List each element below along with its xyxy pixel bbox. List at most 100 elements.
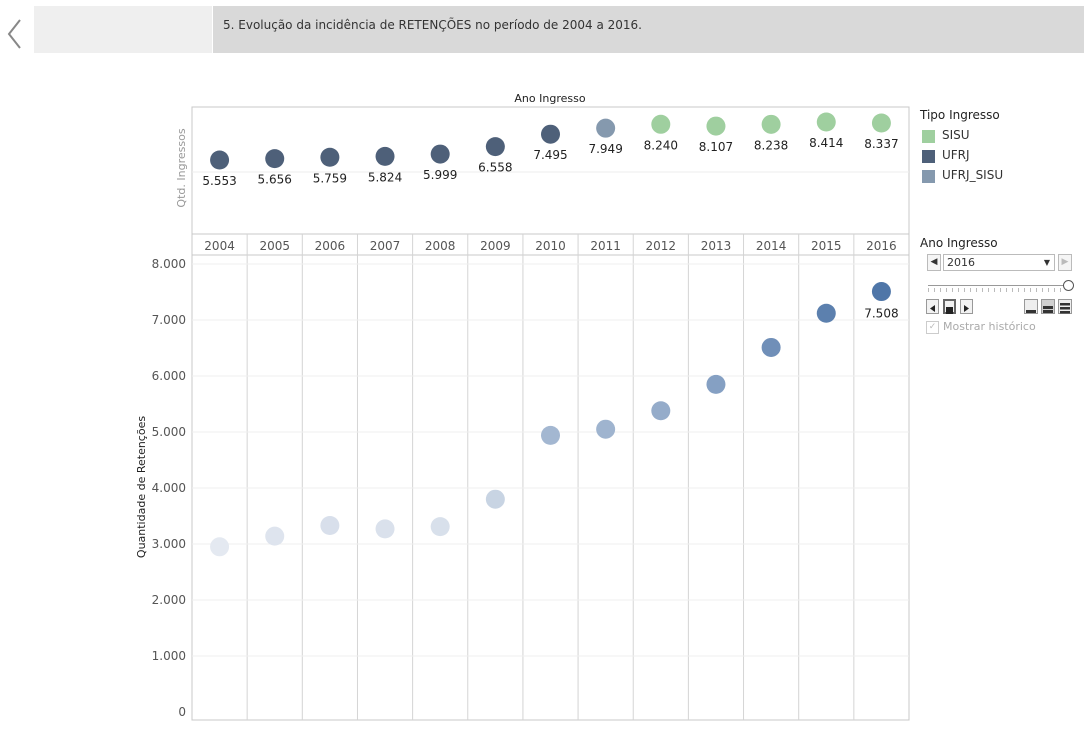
y-tick-label: 5.000 [152, 425, 186, 439]
back-arrow-icon[interactable] [0, 6, 30, 54]
y-tick-label: 0 [178, 705, 186, 719]
top-data-label: 8.238 [754, 138, 788, 152]
main-data-point [596, 419, 616, 439]
top-data-point [541, 124, 560, 144]
x-tick-label: 2004 [204, 239, 235, 253]
top-data-label: 5.824 [368, 170, 402, 184]
speed-fast-button[interactable] [1058, 299, 1072, 314]
speed-medium-button[interactable] [1041, 299, 1055, 314]
story-caption: 5. Evolução da incidência de RETENÇÕES n… [223, 18, 642, 32]
top-data-label: 8.337 [864, 137, 898, 151]
top-data-point [320, 147, 340, 167]
top-data-point [210, 150, 230, 170]
legend-label-ufrj: UFRJ [942, 148, 970, 162]
checkbox-check-icon: ✓ [926, 320, 939, 334]
x-tick-label: 2013 [701, 239, 732, 253]
y-tick-label: 6.000 [152, 369, 186, 383]
main-data-point [375, 519, 395, 539]
step-forward-button[interactable] [960, 299, 973, 314]
main-data-point [210, 537, 230, 557]
top-data-label: 8.107 [699, 140, 733, 154]
top-y-axis-label: Qtd. Ingressos [175, 128, 188, 207]
show-history-toggle[interactable]: ✓ Mostrar histórico [926, 320, 1036, 334]
speed-slow-button[interactable] [1024, 299, 1038, 314]
legend-title: Tipo Ingresso [920, 108, 1000, 122]
y-tick-label: 8.000 [152, 257, 186, 271]
top-data-label: 8.414 [809, 136, 843, 150]
main-data-point [706, 374, 726, 394]
speed-slow-icon [1026, 310, 1036, 313]
step-forward-icon [964, 305, 969, 312]
step-back-icon [930, 305, 935, 312]
main-data-point [320, 516, 340, 536]
previous-value-button[interactable]: ◀ [927, 254, 941, 271]
top-data-point [761, 114, 781, 134]
top-data-label: 7.949 [588, 142, 622, 156]
x-tick-label: 2016 [866, 239, 897, 253]
top-data-point [430, 144, 450, 164]
main-data-point [430, 517, 450, 537]
story-point-current[interactable]: 5. Evolução da incidência de RETENÇÕES n… [213, 6, 1084, 53]
top-data-point [651, 114, 671, 134]
main-data-label: 7.508 [864, 307, 898, 321]
speed-fast-icon [1060, 303, 1070, 314]
year-select-value: 2016 [947, 256, 975, 269]
show-history-label: Mostrar histórico [943, 320, 1036, 333]
chevron-down-icon: ▼ [1043, 258, 1050, 267]
top-data-label: 5.759 [313, 171, 347, 185]
top-data-point [706, 116, 726, 136]
top-data-label: 7.495 [533, 148, 567, 162]
x-tick-label: 2006 [315, 239, 346, 253]
x-tick-label: 2005 [259, 239, 290, 253]
x-tick-label: 2014 [756, 239, 787, 253]
year-slider-thumb[interactable] [1063, 280, 1074, 291]
main-y-axis-label: Quantidade de Retenções [135, 416, 148, 558]
x-tick-label: 2015 [811, 239, 842, 253]
step-back-button[interactable] [926, 299, 939, 314]
year-slider-ticks [928, 288, 1066, 292]
main-data-point [541, 425, 560, 445]
y-tick-label: 4.000 [152, 481, 186, 495]
top-data-point [816, 112, 836, 132]
top-data-point [265, 149, 285, 169]
main-data-point [265, 526, 285, 546]
top-data-label: 8.240 [644, 138, 678, 152]
y-tick-label: 2.000 [152, 593, 186, 607]
next-value-button[interactable]: ▶ [1058, 254, 1072, 271]
x-tick-label: 2008 [425, 239, 456, 253]
chart-title: Ano Ingresso [514, 92, 585, 105]
y-tick-label: 1.000 [152, 649, 186, 663]
legend-swatch-ufrj [922, 150, 935, 163]
legend-swatch-ufrj-sisu [922, 170, 935, 183]
legend-label-sisu: SISU [942, 128, 970, 142]
x-tick-label: 2009 [480, 239, 511, 253]
top-data-point [596, 118, 616, 138]
legend-swatch-sisu [922, 130, 935, 143]
top-data-point [485, 137, 505, 157]
speed-medium-icon [1043, 306, 1053, 313]
legend-label-ufrj-sisu: UFRJ_SISU [942, 168, 1004, 182]
top-data-label: 5.656 [258, 173, 292, 187]
top-data-point [871, 113, 891, 133]
y-tick-label: 7.000 [152, 313, 186, 327]
top-data-point [375, 146, 395, 166]
main-panel-frame [191, 233, 910, 721]
top-data-label: 6.558 [478, 161, 512, 175]
top-data-label: 5.999 [423, 168, 457, 182]
x-tick-label: 2007 [370, 239, 401, 253]
main-data-point [485, 489, 505, 509]
x-tick-label: 2010 [535, 239, 566, 253]
main-data-point [651, 401, 671, 421]
story-point-previous[interactable] [34, 6, 212, 53]
x-tick-label: 2012 [646, 239, 677, 253]
main-data-point [816, 303, 836, 323]
filter-title: Ano Ingresso [920, 236, 998, 250]
year-select[interactable]: 2016 ▼ [943, 254, 1055, 271]
stop-icon [946, 307, 953, 314]
stop-button[interactable] [943, 299, 956, 314]
x-tick-label: 2011 [590, 239, 621, 253]
year-slider-track[interactable] [928, 285, 1066, 286]
y-tick-label: 3.000 [152, 537, 186, 551]
top-data-label: 5.553 [202, 174, 236, 188]
